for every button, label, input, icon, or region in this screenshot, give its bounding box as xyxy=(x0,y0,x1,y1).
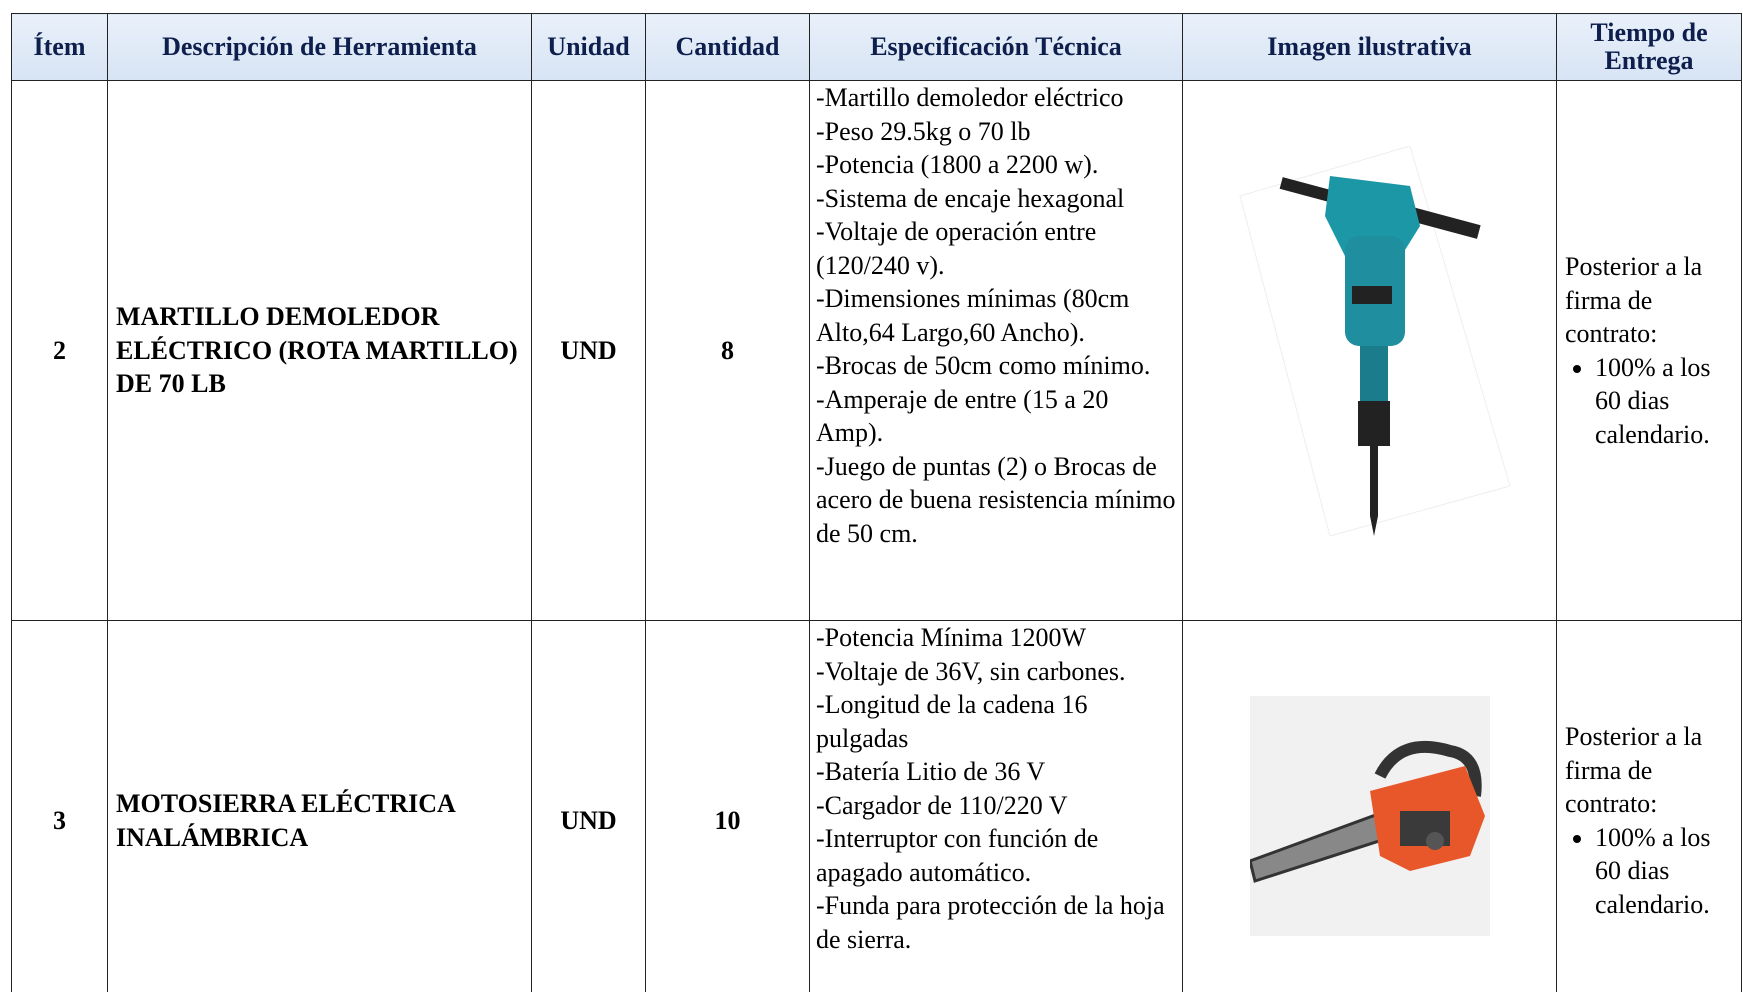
column-header: Unidad xyxy=(531,13,646,81)
spec-line: -Brocas de 50cm como mínimo. xyxy=(816,351,1151,380)
item-cell: 2 xyxy=(11,80,108,621)
spec-line: -Cargador de 110/220 V xyxy=(816,790,1068,820)
unit-cell: UND xyxy=(531,620,646,992)
column-header: Descripción de Herramienta xyxy=(107,13,532,81)
chainsaw-image xyxy=(1247,696,1490,937)
spec-line: -Martillo demoledor eléctrico xyxy=(816,83,1124,112)
spec-line: -Juego de puntas (2) o Brocas de acero d… xyxy=(816,451,1176,548)
spec-cell: -Martillo demoledor eléctrico -Peso 29.5k… xyxy=(809,80,1183,621)
spec-line: -Funda para protección de la hoja de sie… xyxy=(816,891,1165,954)
spec-line: -Interruptor con función de apagado auto… xyxy=(816,824,1099,887)
item-cell: 3 xyxy=(11,620,108,992)
table-row: 3 MOTOSIERRA ELÉCTRICA INALÁMBRICA UND 10 -P… xyxy=(11,620,1742,992)
column-header: Cantidad xyxy=(645,13,810,81)
image-cell xyxy=(1182,80,1557,621)
description-cell: MARTILLO DEMOLEDOR ELÉCTRICO (ROTA MARTI… xyxy=(107,80,532,621)
delivery-cell: Posterior a la firma de contrato:100% a … xyxy=(1556,80,1742,621)
delivery-list: 100% a los 60 dias calendario. xyxy=(1565,351,1733,452)
spec-line: -Batería Litio de 36 V xyxy=(816,757,1046,786)
spec-cell: -Potencia Mínima 1200W -Voltaje de 36V, s… xyxy=(809,620,1183,992)
jackhammer-image xyxy=(1238,145,1511,537)
delivery-intro: Posterior a la firma de contrato: xyxy=(1565,252,1703,348)
spec-line: -Longitud de la cadena 16 pulgadas xyxy=(816,690,1088,753)
delivery-bullet: 100% a los 60 dias calendario. xyxy=(1595,821,1733,922)
column-header: Tiempo de Entrega xyxy=(1556,13,1742,81)
delivery-list: 100% a los 60 dias calendario. xyxy=(1565,821,1733,922)
delivery-intro: Posterior a la firma de contrato: xyxy=(1565,722,1703,818)
column-header: Imagen ilustrativa xyxy=(1182,13,1557,81)
column-header: Especificación Técnica xyxy=(809,13,1183,81)
table-body: 2 MARTILLO DEMOLEDOR ELÉCTRICO (ROTA MART… xyxy=(11,80,1742,992)
table-row: 2 MARTILLO DEMOLEDOR ELÉCTRICO (ROTA MART… xyxy=(11,80,1742,621)
spec-line: -Peso 29.5kg o 70 lb xyxy=(816,116,1031,146)
spec-line: -Amperaje de entre (15 a 20 Amp). xyxy=(816,384,1109,448)
spec-line: -Dimensiones mínimas (80cm Alto,64 Largo… xyxy=(816,284,1130,347)
header-row: Ítem Descripción de Herramienta Unidad Cant… xyxy=(11,13,1742,81)
spec-line: -Potencia Mínima 1200W xyxy=(816,623,1087,652)
quantity-cell: 8 xyxy=(645,80,810,621)
image-cell xyxy=(1182,620,1557,992)
delivery-cell: Posterior a la firma de contrato:100% a … xyxy=(1556,620,1742,992)
spec-line: -Potencia (1800 a 2200 w). xyxy=(816,150,1099,179)
tools-table: Ítem Descripción de Herramienta Unidad Cant… xyxy=(11,13,1742,992)
column-header: Ítem xyxy=(11,13,108,81)
delivery-bullet: 100% a los 60 dias calendario. xyxy=(1595,351,1733,452)
quantity-cell: 10 xyxy=(645,620,810,992)
spec-line: -Voltaje de 36V, sin carbones. xyxy=(816,656,1126,686)
unit-cell: UND xyxy=(531,80,646,621)
spec-line: -Voltaje de operación entre (120/240 v). xyxy=(816,217,1097,280)
description-cell: MOTOSIERRA ELÉCTRICA INALÁMBRICA xyxy=(107,620,532,992)
spec-line: -Sistema de encaje hexagonal xyxy=(816,183,1125,213)
